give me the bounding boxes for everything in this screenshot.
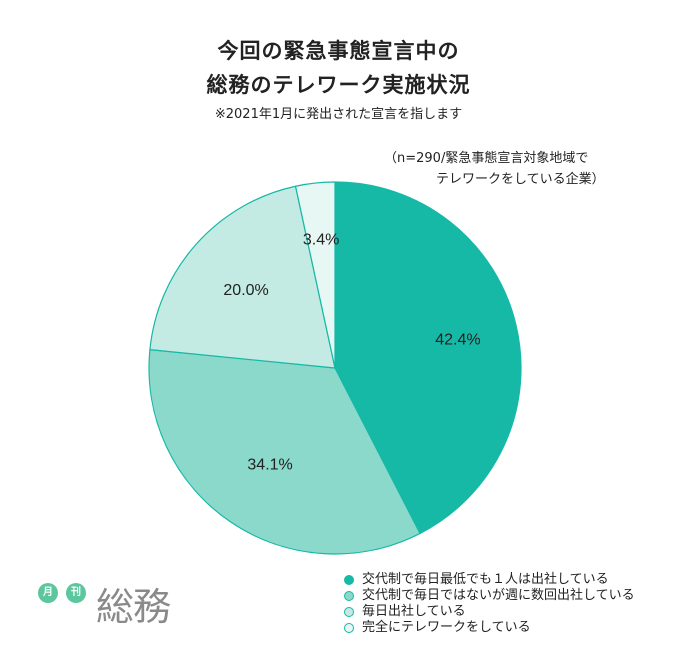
chart-legend: 交代制で毎日最低でも１人は出社している 交代制で毎日ではないが週に数回出社している… [344, 572, 635, 636]
logo-wordmark: 総務 [96, 585, 171, 629]
legend-item: 完全にテレワークをしている [344, 620, 635, 636]
pie-slice-value-label: 34.1% [247, 456, 292, 473]
pie-slice [148, 349, 421, 555]
legend-label: 完全にテレワークをしている [362, 620, 531, 635]
pie-slice-value-label: 3.4% [303, 232, 339, 249]
logo-badge-kan: 刊 [66, 583, 86, 603]
chart-title-block: 今回の緊急事態宣言中の 総務のテレワーク実施状況 ※2021年1月に発出された宣… [0, 34, 677, 126]
legend-swatch [344, 575, 354, 585]
legend-swatch [344, 591, 354, 601]
sample-note-line-1: （n=290/緊急事態宣言対象地域で [384, 151, 589, 166]
chart-title-line-1: 今回の緊急事態宣言中の [217, 39, 460, 63]
pie-slice [149, 185, 336, 369]
legend-label: 交代制で毎日ではないが週に数回出社している [362, 588, 635, 603]
sample-note-line-2: テレワークをしている企業） [436, 172, 605, 187]
legend-item: 毎日出社している [344, 604, 635, 620]
legend-item: 交代制で毎日最低でも１人は出社している [344, 572, 635, 588]
legend-swatch [344, 607, 354, 617]
pie-slice-value-label: 20.0% [223, 282, 268, 299]
legend-label: 毎日出社している [362, 604, 466, 619]
gekkan-somu-logo: 月 刊 総務 [38, 583, 188, 633]
legend-label: 交代制で毎日最低でも１人は出社している [362, 572, 609, 587]
legend-swatch [344, 623, 354, 633]
legend-item: 交代制で毎日ではないが週に数回出社している [344, 588, 635, 604]
pie-slice [294, 181, 336, 369]
chart-title-line-2: 総務のテレワーク実施状況 [206, 73, 471, 97]
chart-subtitle: ※2021年1月に発出された宣言を指します [214, 107, 463, 122]
pie-slice-value-label: 42.4% [435, 331, 480, 348]
logo-badge-tsuki: 月 [38, 583, 58, 603]
pie-slice [334, 181, 522, 535]
sample-note: （n=290/緊急事態宣言対象地域で テレワークをしている企業） [384, 148, 624, 190]
